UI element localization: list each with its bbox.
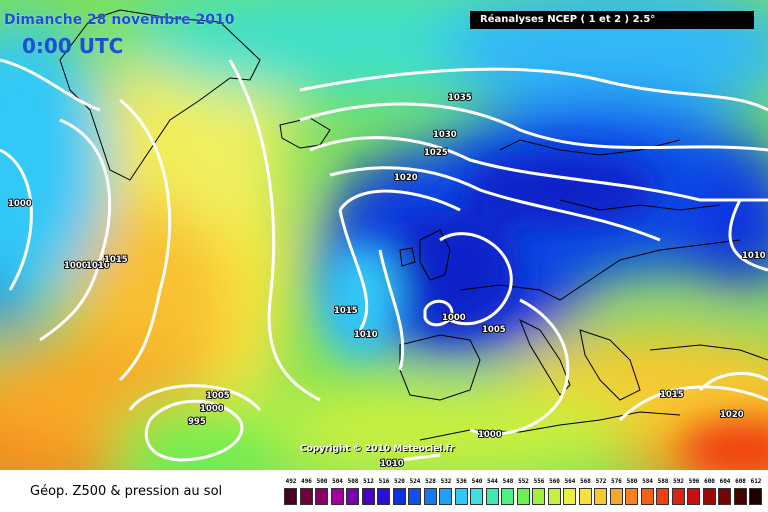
scale-swatch: [423, 488, 437, 505]
scale-swatch: [671, 488, 685, 505]
scale-swatch: [516, 488, 530, 505]
scale-swatch: [563, 488, 576, 505]
isobar-label: 1015: [660, 390, 684, 400]
scale-swatch: [749, 488, 762, 505]
data-source-label: Réanalyses NCEP ( 1 et 2 ) 2.5°: [470, 11, 754, 29]
weather-map: 1035 1030 1025 1020 1000 1000 1010 1015 …: [0, 0, 768, 470]
scale-swatch: [532, 488, 545, 505]
scale-value: 600: [704, 478, 715, 485]
scale-swatch: [284, 488, 297, 505]
scale-swatch: [346, 488, 359, 505]
isobar-label: 995: [188, 417, 206, 427]
scale-value: 584: [642, 478, 653, 485]
scale-value: 604: [719, 478, 731, 485]
scale-value: 596: [688, 478, 700, 485]
scale-value: 516: [378, 478, 390, 485]
isobar-label: 1010: [86, 261, 110, 271]
scale-swatch: [718, 488, 731, 505]
scale-swatch: [656, 488, 669, 505]
scale-value: 576: [611, 478, 622, 485]
geopotential-field: 1035 1030 1025 1020 1000 1000 1010 1015 …: [0, 0, 768, 470]
map-date: Dimanche 28 novembre 2010: [4, 12, 235, 28]
isobar-label: 1010: [380, 459, 404, 469]
isobar-label: 1020: [394, 173, 418, 183]
scale-value: 548: [502, 478, 514, 485]
color-scale: 492 496 500 504 508 512 516 520 524 528 532 536 540 5…: [283, 478, 768, 512]
isobar-label: 1015: [334, 306, 358, 316]
scale-value: 560: [549, 478, 560, 485]
scale-swatch: [640, 488, 654, 505]
isobar-label: 1000: [8, 199, 32, 209]
isobar-label: 1000: [478, 430, 502, 440]
isobar-label: 1000: [200, 404, 224, 414]
scale-value: 504: [332, 478, 343, 485]
scale-value: 564: [564, 478, 576, 485]
scale-value: 588: [657, 478, 669, 485]
scale-value: 532: [440, 478, 452, 485]
scale-value: 556: [533, 478, 545, 485]
scale-value: 492: [285, 478, 297, 485]
isobar-labels: 1035 1030 1025 1020 1000 1000 1010 1015 …: [7, 92, 767, 470]
scale-value: 520: [394, 478, 405, 485]
scale-swatch: [454, 488, 468, 505]
scale-swatch: [377, 488, 390, 505]
scale-value: 568: [580, 478, 591, 485]
scale-swatch: [361, 488, 375, 505]
isobar-label: 1030: [433, 130, 457, 140]
scale-value: 612: [750, 478, 762, 485]
scale-swatch: [501, 488, 514, 505]
scale-swatch: [625, 488, 638, 505]
scale-swatch: [702, 488, 716, 505]
scale-swatch: [687, 488, 700, 505]
isobar-label: 1015: [104, 255, 128, 265]
scale-swatch: [408, 488, 421, 505]
scale-value: 544: [487, 478, 498, 485]
scale-value: 608: [735, 478, 746, 485]
isobar-label: 1000: [64, 261, 88, 271]
isobar-label: 1000: [442, 313, 466, 323]
isobar-label: 1035: [448, 93, 472, 103]
scale-swatch: [330, 488, 344, 505]
isobar-label: 1010: [354, 330, 378, 340]
legend-title: Géop. Z500 & pression au sol: [30, 484, 223, 499]
scale-value: 580: [626, 478, 638, 485]
scale-value: 540: [471, 478, 483, 485]
isobar-label: 1005: [206, 391, 230, 401]
scale-value: 552: [518, 478, 529, 485]
copyright-notice: Copyright © 2010 Meteociel.fr: [300, 444, 455, 454]
scale-value: 536: [456, 478, 467, 485]
isobar-label: 1010: [742, 251, 766, 261]
scale-value: 572: [595, 478, 607, 485]
scale-value: 508: [347, 478, 359, 485]
scale-value: 496: [301, 478, 312, 485]
scale-value: 528: [425, 478, 436, 485]
isobar-label: 1005: [482, 325, 506, 335]
isobar-label: 1020: [720, 410, 744, 420]
scale-swatch: [470, 488, 483, 505]
isobars: [0, 58, 768, 462]
scale-value: 592: [673, 478, 684, 485]
scale-swatch: [578, 488, 592, 505]
scale-swatch: [547, 488, 561, 505]
scale-swatch: [733, 488, 747, 505]
scale-swatch: [392, 488, 406, 505]
scale-swatch: [485, 488, 499, 505]
isobar-label: 1025: [424, 148, 448, 158]
scale-swatch: [609, 488, 623, 505]
map-time: 0:00 UTC: [22, 34, 124, 58]
scale-value: 512: [363, 478, 374, 485]
scale-swatch: [439, 488, 452, 505]
scale-value: 524: [409, 478, 421, 485]
scale-value: 500: [316, 478, 328, 485]
scale-swatch: [315, 488, 328, 505]
scale-swatch: [594, 488, 607, 505]
scale-swatch: [299, 488, 313, 505]
